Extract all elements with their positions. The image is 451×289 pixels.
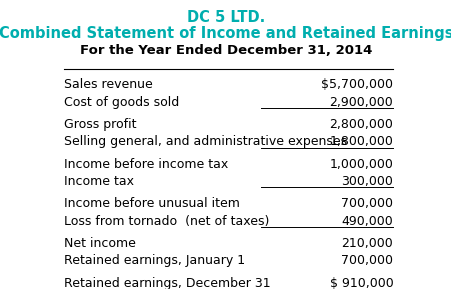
Text: 490,000: 490,000	[341, 215, 392, 228]
Text: Income before unusual item: Income before unusual item	[64, 197, 239, 210]
Text: 700,000: 700,000	[341, 254, 392, 267]
Text: 2,900,000: 2,900,000	[329, 96, 392, 108]
Text: Combined Statement of Income and Retained Earnings: Combined Statement of Income and Retaine…	[0, 26, 451, 41]
Text: Income before income tax: Income before income tax	[64, 158, 228, 171]
Text: Selling general, and administrative expenses: Selling general, and administrative expe…	[64, 135, 346, 148]
Text: DC 5 LTD.: DC 5 LTD.	[186, 10, 265, 25]
Text: 300,000: 300,000	[341, 175, 392, 188]
Text: Cost of goods sold: Cost of goods sold	[64, 96, 179, 108]
Text: Retained earnings, January 1: Retained earnings, January 1	[64, 254, 244, 267]
Text: 210,000: 210,000	[341, 237, 392, 250]
Text: Gross profit: Gross profit	[64, 118, 136, 131]
Text: 2,800,000: 2,800,000	[329, 118, 392, 131]
Text: $5,700,000: $5,700,000	[321, 78, 392, 91]
Text: For the Year Ended December 31, 2014: For the Year Ended December 31, 2014	[80, 44, 371, 57]
Text: 1,000,000: 1,000,000	[329, 158, 392, 171]
Text: Sales revenue: Sales revenue	[64, 78, 152, 91]
Text: Income tax: Income tax	[64, 175, 133, 188]
Text: Net income: Net income	[64, 237, 135, 250]
Text: $ 910,000: $ 910,000	[329, 277, 392, 289]
Text: 1,800,000: 1,800,000	[329, 135, 392, 148]
Text: Loss from tornado  (net of taxes): Loss from tornado (net of taxes)	[64, 215, 269, 228]
Text: Retained earnings, December 31: Retained earnings, December 31	[64, 277, 270, 289]
Text: 700,000: 700,000	[341, 197, 392, 210]
